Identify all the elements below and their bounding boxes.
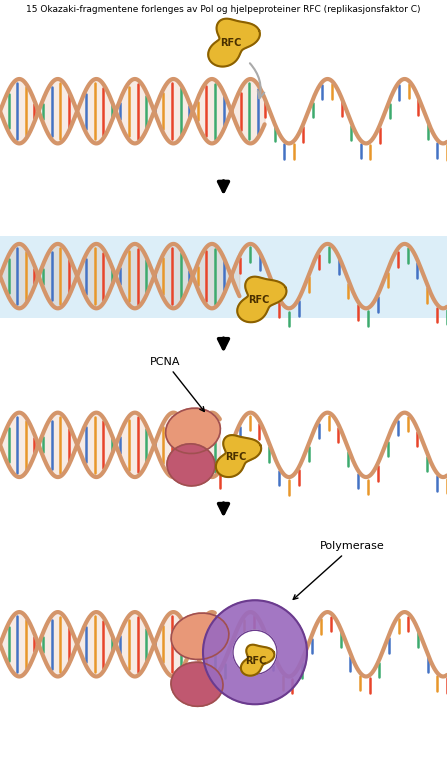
Text: 15 Okazaki-fragmentene forlenges av Pol og hjelpeproteiner RFC (replikasjonsfakt: 15 Okazaki-fragmentene forlenges av Pol … bbox=[26, 5, 421, 14]
Ellipse shape bbox=[171, 662, 223, 706]
Text: Polymerase: Polymerase bbox=[293, 542, 385, 599]
Polygon shape bbox=[216, 435, 261, 477]
Text: RFC: RFC bbox=[225, 452, 247, 462]
Polygon shape bbox=[208, 18, 260, 67]
Ellipse shape bbox=[167, 444, 215, 486]
Ellipse shape bbox=[166, 408, 220, 453]
FancyBboxPatch shape bbox=[0, 236, 447, 318]
Polygon shape bbox=[241, 645, 274, 676]
Text: RFC: RFC bbox=[249, 295, 270, 305]
Circle shape bbox=[203, 601, 307, 704]
Polygon shape bbox=[237, 277, 287, 322]
Ellipse shape bbox=[171, 613, 229, 660]
Text: RFC: RFC bbox=[220, 38, 242, 48]
Text: PCNA: PCNA bbox=[150, 357, 204, 411]
Circle shape bbox=[233, 630, 277, 674]
Text: RFC: RFC bbox=[245, 657, 267, 667]
